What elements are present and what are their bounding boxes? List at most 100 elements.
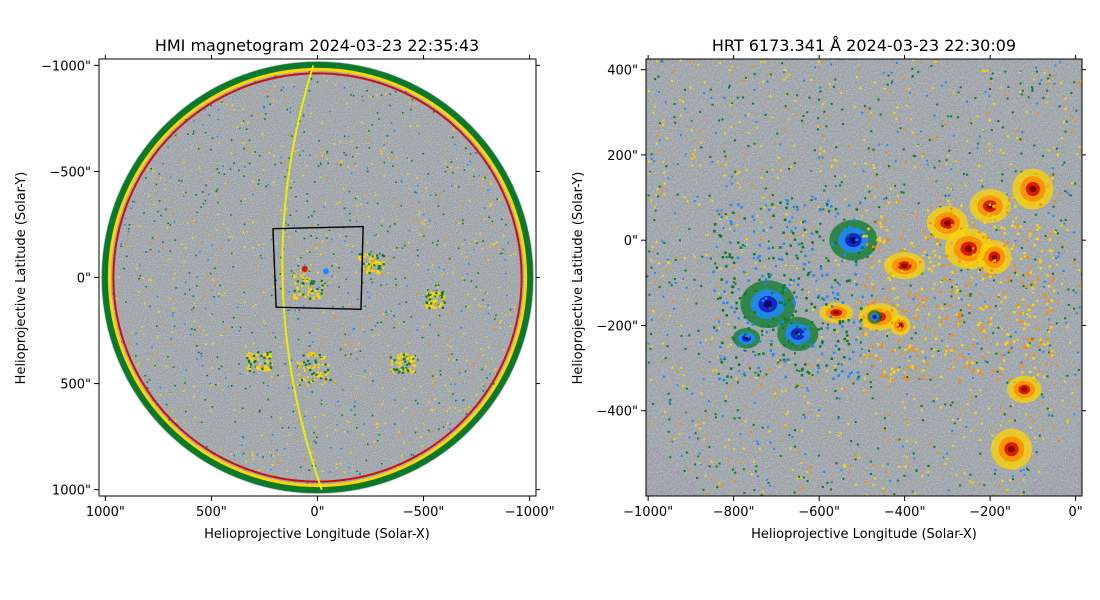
hrt-region-pixel xyxy=(826,326,829,330)
hmi-speckle xyxy=(130,248,133,250)
hrt-speckle xyxy=(784,69,787,72)
hmi-speckle xyxy=(174,239,176,241)
hmi-region-pixel xyxy=(381,266,384,270)
hmi-speckle xyxy=(362,328,364,331)
hrt-speckle xyxy=(733,229,736,232)
hmi-speckle xyxy=(139,264,141,267)
hrt-speckle xyxy=(853,162,856,165)
hrt-speckle xyxy=(1075,291,1077,294)
hrt-region-pixel xyxy=(1025,239,1028,242)
hrt-region-pixel xyxy=(791,314,794,317)
hrt-speckle xyxy=(697,353,700,355)
hmi-speckle xyxy=(197,148,200,150)
hrt-region-pixel xyxy=(797,332,801,336)
hrt-region-pixel xyxy=(906,378,909,381)
hmi-speckle xyxy=(482,188,485,190)
hrt-speckle xyxy=(1012,244,1015,247)
hrt-speckle xyxy=(1031,337,1034,340)
hrt-speckle xyxy=(958,378,961,381)
hrt-speckle xyxy=(1021,89,1024,92)
hrt-speckle xyxy=(927,470,930,473)
hmi-region-pixel xyxy=(302,282,305,285)
hmi-speckle xyxy=(157,210,159,213)
hrt-region-pixel xyxy=(1016,303,1020,306)
hmi-speckle xyxy=(194,328,196,331)
hmi-speckle xyxy=(335,429,337,431)
hrt-region-pixel xyxy=(945,254,948,258)
hrt-speckle xyxy=(708,400,710,403)
hrt-region-pixel xyxy=(993,259,997,262)
hmi-speckle xyxy=(396,246,398,249)
hrt-region-pixel xyxy=(899,237,903,240)
hrt-region-pixel xyxy=(782,242,786,245)
hrt-speckle xyxy=(1046,375,1049,378)
hmi-region-pixel xyxy=(293,297,296,300)
hrt-speckle xyxy=(862,170,865,173)
hrt-region-pixel xyxy=(737,317,740,320)
hrt-speckle xyxy=(840,387,843,390)
hrt-speckle xyxy=(886,332,889,335)
hmi-region-pixel xyxy=(296,280,299,283)
hrt-region-pixel xyxy=(787,358,790,361)
hmi-speckle xyxy=(312,341,314,343)
hrt-speckle xyxy=(1019,70,1022,73)
hrt-speckle xyxy=(753,64,756,67)
hrt-speckle xyxy=(959,419,962,422)
hmi-region-pixel xyxy=(305,278,308,281)
hrt-speckle xyxy=(1038,470,1041,473)
hrt-speckle xyxy=(684,269,687,272)
hmi-speckle xyxy=(499,247,502,249)
hmi-speckle xyxy=(220,365,223,368)
hmi-speckle xyxy=(310,235,312,237)
hmi-speckle xyxy=(462,399,465,401)
hrt-speckle xyxy=(1055,229,1057,232)
hmi-speckle xyxy=(321,470,324,472)
hrt-speckle xyxy=(685,387,688,390)
hrt-speckle xyxy=(752,460,755,463)
hrt-speckle xyxy=(1008,420,1011,423)
hrt-region-pixel xyxy=(867,227,870,231)
hmi-region-pixel xyxy=(438,304,441,307)
hmi-region-pixel xyxy=(321,285,324,289)
hmi-region-pixel xyxy=(324,378,328,381)
hrt-speckle xyxy=(1035,66,1037,69)
hrt-speckle xyxy=(714,132,717,134)
hmi-speckle xyxy=(389,258,392,261)
hrt-speckle xyxy=(818,98,821,101)
hrt-speckle xyxy=(963,321,966,324)
hmi-speckle xyxy=(211,367,213,369)
hrt-speckle xyxy=(1055,364,1058,367)
hrt-speckle xyxy=(723,150,726,153)
hrt-speckle xyxy=(757,443,760,445)
hrt-speckle xyxy=(1034,436,1037,439)
hrt-speckle xyxy=(959,309,962,312)
hmi-speckle xyxy=(217,118,219,121)
hmi-speckle xyxy=(422,213,425,216)
hmi-speckle xyxy=(270,468,272,471)
hrt-region-pixel xyxy=(772,328,775,332)
hmi-region-pixel xyxy=(382,261,385,264)
hrt-region-umbra xyxy=(873,315,876,319)
hmi-speckle xyxy=(352,245,354,247)
hrt-region-pixel xyxy=(848,357,852,361)
hrt-region-pixel xyxy=(938,323,942,327)
hmi-speckle xyxy=(243,175,245,177)
hrt-speckle xyxy=(1020,361,1023,364)
hmi-speckle xyxy=(252,246,254,249)
hrt-speckle xyxy=(793,144,796,147)
hrt-speckle xyxy=(818,379,821,382)
hmi-speckle xyxy=(268,451,271,453)
hrt-speckle xyxy=(912,154,915,157)
hrt-region-pixel xyxy=(965,361,969,364)
hmi-speckle xyxy=(439,370,442,372)
hrt-speckle xyxy=(764,113,767,116)
hrt-speckle xyxy=(1051,414,1054,417)
hrt-speckle xyxy=(1073,413,1076,416)
hmi-region-pixel xyxy=(369,270,372,273)
hrt-speckle xyxy=(725,163,728,166)
hmi-speckle xyxy=(450,161,453,163)
hrt-speckle xyxy=(802,115,805,117)
hrt-speckle xyxy=(676,370,679,373)
hrt-speckle xyxy=(786,236,789,239)
hmi-region-pixel xyxy=(248,357,252,360)
